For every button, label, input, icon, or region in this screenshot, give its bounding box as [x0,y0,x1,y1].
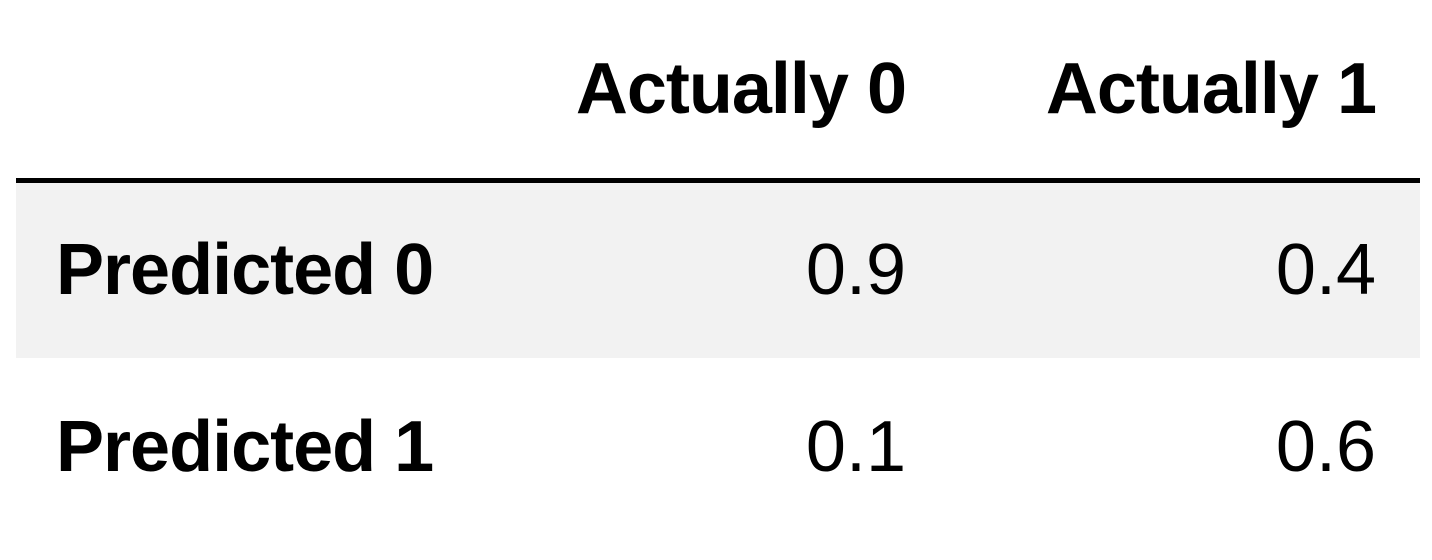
cell-predicted-1-actually-1: 0.6 [1275,407,1376,487]
table-row: Predicted 0 0.9 0.4 [16,180,1420,358]
confusion-table: Actually 0 Actually 1 Predicted 0 0.9 0.… [16,0,1420,536]
table-header: Actually 0 Actually 1 [16,0,1420,183]
column-header-actually-1: Actually 1 [950,0,1420,183]
row-header-predicted-0: Predicted 0 [56,230,434,311]
row-header-predicted-1: Predicted 1 [56,407,434,487]
header-corner-cell [16,0,520,183]
cell-predicted-1-actually-0: 0.1 [805,407,906,487]
table-row: Predicted 1 0.1 0.6 [16,358,1420,536]
column-header-actually-0: Actually 0 [520,0,950,183]
cell-predicted-0-actually-1: 0.4 [1275,230,1376,311]
table-body: Predicted 0 0.9 0.4 Predicted 1 0.1 0.6 [16,180,1420,536]
cell-predicted-0-actually-0: 0.9 [805,230,906,311]
dataframe-table-container: Actually 0 Actually 1 Predicted 0 0.9 0.… [16,0,1420,560]
header-row: Actually 0 Actually 1 [16,0,1420,183]
